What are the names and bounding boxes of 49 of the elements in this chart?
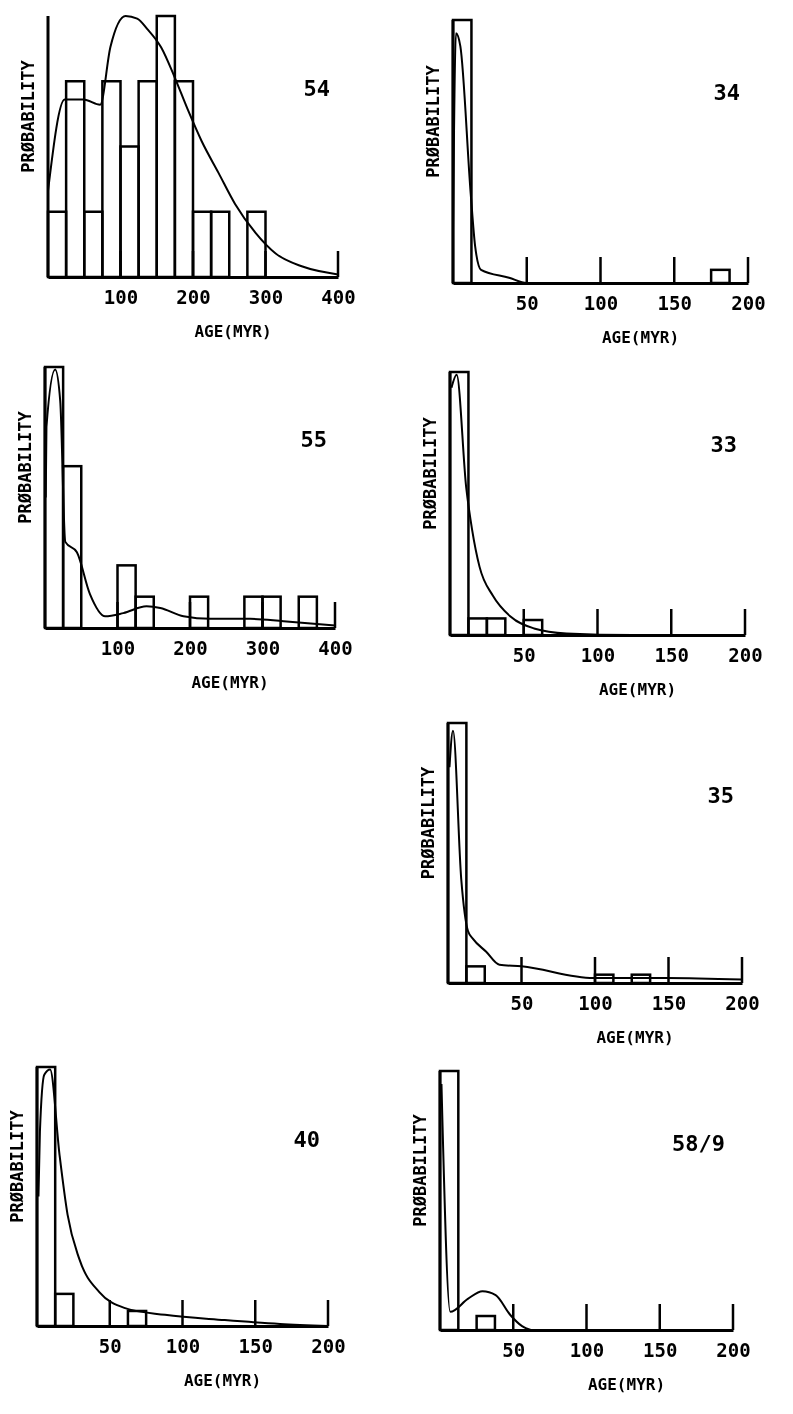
text: 35	[707, 783, 734, 808]
x-tick-label: 150	[651, 992, 687, 1015]
x-tick-label: 150	[238, 1335, 273, 1358]
y-axis-title: PRØBABILITY	[420, 416, 440, 530]
x-tick-label: 300	[245, 637, 281, 660]
x-axis-title: AGE(MYR)	[601, 328, 680, 347]
x-tick-label: 400	[318, 637, 353, 660]
x-tick-label: 100	[100, 637, 136, 660]
x-tick-label: 100	[580, 644, 616, 667]
text: 34	[713, 80, 740, 105]
text: 40	[293, 1127, 320, 1152]
x-tick-label: 150	[643, 1339, 678, 1362]
y-axis-title: PRØBABILITY	[7, 1109, 27, 1223]
x-tick-label: 150	[654, 644, 689, 667]
text: 54	[303, 76, 330, 101]
x-tick-label: 50	[502, 1339, 526, 1362]
x-tick-label: 50	[515, 292, 539, 315]
x-tick-label: 200	[716, 1339, 751, 1362]
x-tick-label: 200	[728, 644, 763, 667]
y-axis-title: PRØBABILITY	[418, 765, 438, 880]
x-tick-label: 100	[578, 992, 613, 1015]
text: 33	[710, 432, 737, 457]
x-axis-title: AGE(MYR)	[596, 1028, 674, 1047]
text: 58/9	[672, 1131, 725, 1156]
x-tick-label: 400	[321, 286, 356, 309]
x-tick-label: 200	[731, 292, 766, 315]
x-axis-title: AGE(MYR)	[191, 673, 269, 692]
x-tick-label: 200	[725, 992, 760, 1015]
x-tick-label: 150	[657, 292, 692, 315]
x-axis-title: AGE(MYR)	[598, 680, 677, 699]
x-tick-label: 200	[173, 637, 208, 660]
y-axis-title: PRØBABILITY	[15, 410, 35, 524]
x-tick-label: 200	[311, 1335, 346, 1358]
x-tick-label: 100	[103, 286, 139, 309]
x-tick-label: 100	[569, 1339, 605, 1362]
y-axis-title: PRØBABILITY	[18, 59, 38, 173]
x-tick-label: 50	[512, 644, 536, 667]
x-axis-title: AGE(MYR)	[587, 1375, 666, 1394]
y-axis-title: PRØBABILITY	[410, 1113, 430, 1227]
x-tick-label: 50	[98, 1335, 122, 1358]
x-axis-title: AGE(MYR)	[183, 1371, 262, 1390]
x-tick-label: 100	[165, 1335, 201, 1358]
x-tick-label: 200	[176, 286, 211, 309]
text: 55	[300, 427, 327, 452]
x-axis-title: AGE(MYR)	[194, 322, 272, 341]
y-axis-title: PRØBABILITY	[423, 64, 443, 178]
x-tick-label: 300	[248, 286, 284, 309]
x-tick-label: 50	[510, 992, 534, 1015]
x-tick-label: 100	[583, 292, 619, 315]
